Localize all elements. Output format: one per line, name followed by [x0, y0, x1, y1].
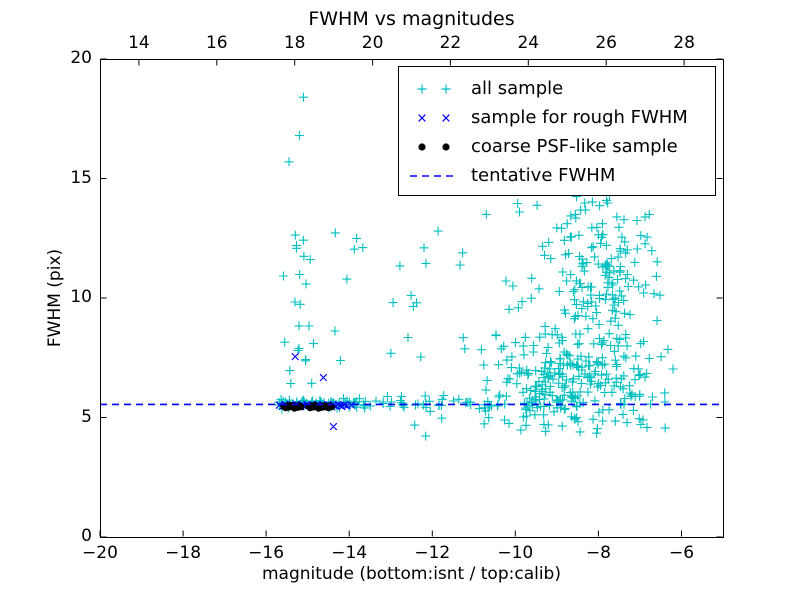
tick-label: 26: [595, 33, 618, 53]
scatter-layer: [100, 92, 723, 441]
tick-label: −18: [165, 543, 202, 563]
legend-label-all-sample: all sample: [471, 78, 564, 99]
legend-label-tentative-fwhm: tentative FWHM: [471, 165, 616, 186]
tick-label: 0: [81, 526, 92, 546]
legend-item-rough-fwhm: sample for rough FWHM: [399, 103, 715, 132]
x-axis-label: magnitude (bottom:isnt / top:calib): [262, 564, 561, 584]
tick-label: 14: [128, 33, 150, 53]
chart-title: FWHM vs magnitudes: [308, 8, 515, 30]
plus-marker-icon: [407, 79, 461, 99]
tick-label: 20: [361, 33, 384, 53]
tick-label: 5: [81, 406, 92, 427]
tick-label: −16: [248, 543, 285, 563]
legend: all sample sample for rough FWHM coarse …: [398, 66, 716, 196]
legend-label-rough-fwhm: sample for rough FWHM: [471, 107, 688, 128]
legend-item-coarse-psf: coarse PSF-like sample: [399, 132, 715, 161]
dot-glyph: [418, 142, 450, 151]
tick-label: 28: [673, 33, 695, 53]
legend-item-all-sample: all sample: [399, 74, 715, 103]
legend-item-tentative-fwhm: tentative FWHM: [399, 161, 715, 190]
tick-label: −6: [668, 543, 695, 563]
dot-marker-icon: [407, 137, 461, 157]
tick-label: 16: [205, 33, 228, 53]
series-x: [275, 352, 356, 431]
tick-label: 20: [70, 48, 92, 68]
tick-label: −12: [414, 543, 451, 563]
tick-label: −10: [497, 543, 534, 563]
tick-label: 10: [70, 287, 92, 307]
dashed-line-icon: [407, 166, 461, 186]
tick-label: −20: [82, 543, 118, 563]
tick-marks: [99, 58, 723, 538]
tick-label: −8: [585, 543, 611, 563]
tick-label: −14: [331, 543, 368, 563]
tick-label: 15: [70, 167, 92, 188]
tick-label: 22: [439, 33, 462, 53]
plus-glyph: [417, 84, 451, 93]
tick-label: 18: [283, 33, 306, 53]
dashed-line-glyph: [410, 174, 458, 177]
legend-label-coarse-psf: coarse PSF-like sample: [471, 136, 678, 157]
x-glyph: [418, 113, 450, 122]
x-marker-icon: [407, 108, 461, 128]
tick-label: 24: [517, 33, 540, 53]
